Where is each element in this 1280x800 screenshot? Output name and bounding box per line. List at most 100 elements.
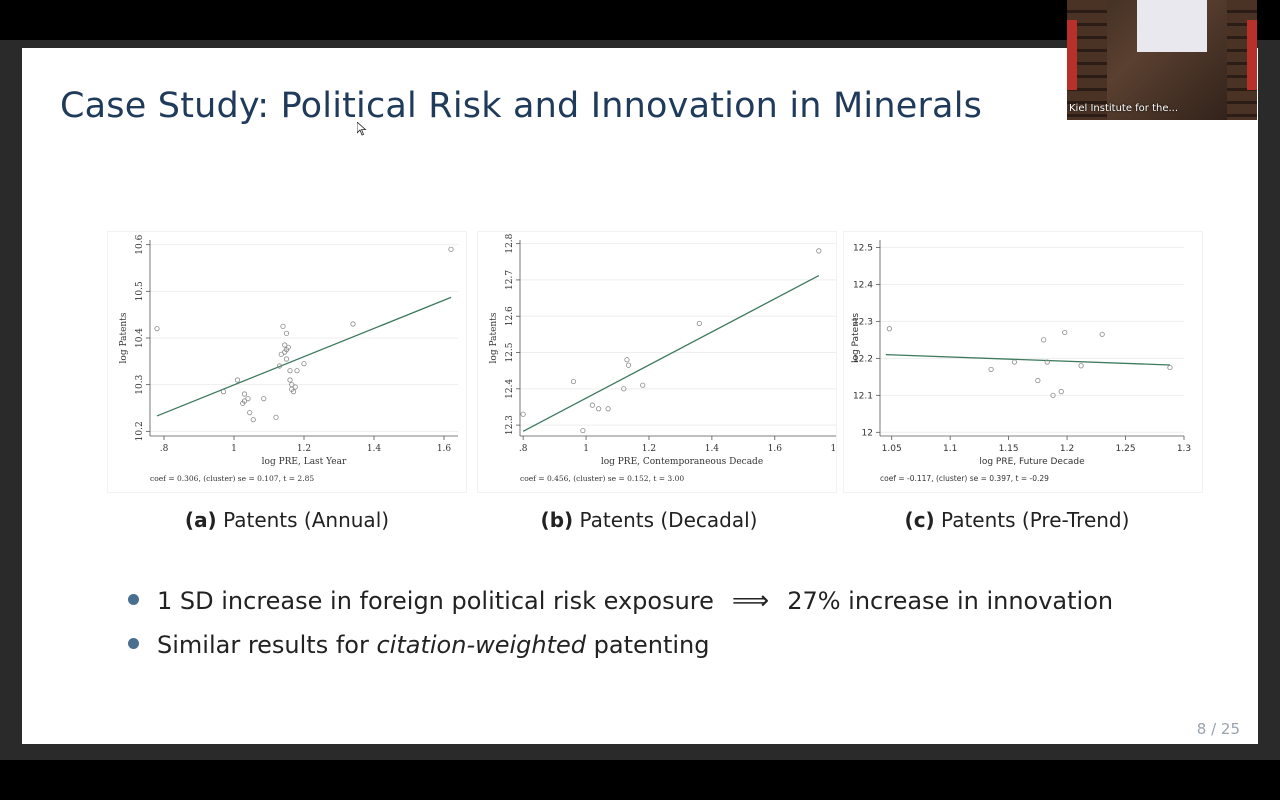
x-tick-label: 1 xyxy=(231,444,237,454)
data-point xyxy=(220,389,227,395)
x-axis-label: log PRE, Contemporaneous Decade xyxy=(601,457,763,467)
data-point xyxy=(287,377,293,383)
caption-decadal: (b) Patents (Decadal) xyxy=(464,508,834,532)
y-tick-label: 12.8 xyxy=(505,233,515,253)
data-point xyxy=(292,384,298,390)
slide: Case Study: Political Risk and Innovatio… xyxy=(22,48,1258,744)
y-tick-label: 12.1 xyxy=(853,391,873,401)
x-tick-label: 1.6 xyxy=(768,444,783,454)
data-point xyxy=(241,391,248,397)
regression-note: coef = 0.306, (cluster) se = 0.107, t = … xyxy=(150,474,314,483)
bullet-item: 1 SD increase in foreign political risk … xyxy=(128,586,1113,616)
y-tick-label: 10.3 xyxy=(135,374,145,394)
data-point xyxy=(278,351,284,357)
y-axis-label: log Patents xyxy=(119,312,129,363)
data-point xyxy=(988,366,994,373)
fit-line xyxy=(885,353,1170,366)
data-point xyxy=(696,320,702,327)
x-tick-label: 1.05 xyxy=(882,444,902,454)
y-tick-label: 10.5 xyxy=(135,281,145,301)
regression-note: coef = 0.456, (cluster) se = 0.152, t = … xyxy=(520,474,684,483)
scatter-chart-annual: .8 1 1.2 1.4 1.6 10.2 10.3 10.4 10.5 10.6 log PRE,… xyxy=(119,234,458,483)
banner-image xyxy=(1247,20,1257,90)
caption-pretrend: (c) Patents (Pre-Trend) xyxy=(832,508,1202,532)
data-point xyxy=(280,323,286,329)
projector-screen-image xyxy=(1137,0,1207,52)
y-tick-label: 12.2 xyxy=(853,354,873,364)
y-axis-label: log Patents xyxy=(489,312,499,363)
y-tick-label: 12.4 xyxy=(853,280,873,290)
data-point xyxy=(448,246,454,252)
caption-label: (c) xyxy=(904,508,935,532)
data-point xyxy=(605,406,611,412)
bullet-italic-text: citation-weighted xyxy=(376,631,587,659)
x-tick-label: 1.2 xyxy=(297,444,311,454)
y-tick-label: 12.5 xyxy=(505,342,515,362)
y-tick-label: 12.3 xyxy=(505,415,515,435)
data-point xyxy=(287,368,293,374)
data-point xyxy=(301,361,307,367)
data-point xyxy=(285,344,291,350)
caption-label: (a) xyxy=(184,508,217,532)
data-point xyxy=(624,357,630,363)
data-point xyxy=(276,363,283,369)
page-number: 8 / 25 xyxy=(1196,720,1240,738)
scatter-chart-pretrend: 1.05 1.1 1.15 1.2 1.25 1.3 12 12.1 12.2 12.3 12.4 1… xyxy=(851,240,1191,483)
bullet-text: 1 SD increase in foreign political risk … xyxy=(157,587,714,615)
banner-image xyxy=(1067,20,1077,90)
x-axis-label: log PRE, Future Decade xyxy=(979,457,1085,467)
y-tick-label: 12.4 xyxy=(505,379,515,399)
y-axis-label: log Patents xyxy=(851,313,861,363)
data-point xyxy=(625,362,632,368)
x-tick-label: 1.4 xyxy=(705,444,720,454)
data-point xyxy=(621,386,627,392)
caption-text: Patents (Annual) xyxy=(223,508,390,532)
data-point xyxy=(1035,377,1041,384)
data-point xyxy=(282,342,288,348)
x-tick-label: 1.1 xyxy=(943,444,957,454)
data-point xyxy=(247,410,253,416)
data-point xyxy=(1099,331,1105,337)
y-tick-label: 10.4 xyxy=(135,328,145,348)
x-tick-label: 1.6 xyxy=(437,444,452,454)
data-point xyxy=(1062,329,1068,336)
regression-note: coef = -0.117, (cluster) se = 0.397, t =… xyxy=(880,474,1049,483)
caption-text: Patents (Decadal) xyxy=(579,508,758,532)
x-axis-label: log PRE, Last Year xyxy=(262,457,347,467)
data-point xyxy=(154,326,160,332)
data-point xyxy=(1011,359,1018,365)
implies-arrow-icon: ⟹ xyxy=(731,586,770,616)
chart-panel-decadal: .8 1 1.2 1.4 1.6 1.8 12.3 12.4 12.5 12.6 12.7 12.8 l… xyxy=(477,231,837,493)
fit-line xyxy=(156,296,452,417)
data-point xyxy=(245,396,251,402)
y-tick-label: 12.3 xyxy=(853,317,873,327)
y-tick-label: 10.6 xyxy=(135,234,145,254)
data-point xyxy=(886,326,892,332)
x-tick-label: 1.2 xyxy=(642,444,656,454)
x-tick-label: 1.3 xyxy=(1177,444,1191,454)
caption-text: Patents (Pre-Trend) xyxy=(941,508,1130,532)
y-tick-label: 12 xyxy=(862,428,873,438)
data-point xyxy=(250,417,256,423)
y-tick-label: 12.7 xyxy=(505,270,515,290)
data-point xyxy=(1167,364,1173,371)
data-point xyxy=(283,330,290,336)
x-tick-label: 1.4 xyxy=(367,444,382,454)
data-point xyxy=(520,411,526,417)
bullet-text-end: patenting xyxy=(586,631,710,659)
data-point xyxy=(234,377,241,383)
x-tick-label: 1 xyxy=(583,444,589,454)
slide-title: Case Study: Political Risk and Innovatio… xyxy=(60,86,983,126)
bullet-item: Similar results for citation-weighted pa… xyxy=(128,631,710,659)
x-tick-label: .8 xyxy=(519,444,528,454)
bullet-text: Similar results for xyxy=(157,631,377,659)
x-tick-label: 1.25 xyxy=(1116,444,1136,454)
data-point xyxy=(570,378,577,385)
x-tick-label: 1.2 xyxy=(1060,444,1074,454)
data-point xyxy=(596,406,602,412)
data-point xyxy=(1044,359,1050,365)
data-point xyxy=(640,382,646,388)
bullet-text-result: 27% increase in innovation xyxy=(787,587,1114,615)
caption-annual: (a) Patents (Annual) xyxy=(102,508,472,532)
webcam-video-thumbnail[interactable]: Kiel Institute for the... xyxy=(1067,0,1257,120)
